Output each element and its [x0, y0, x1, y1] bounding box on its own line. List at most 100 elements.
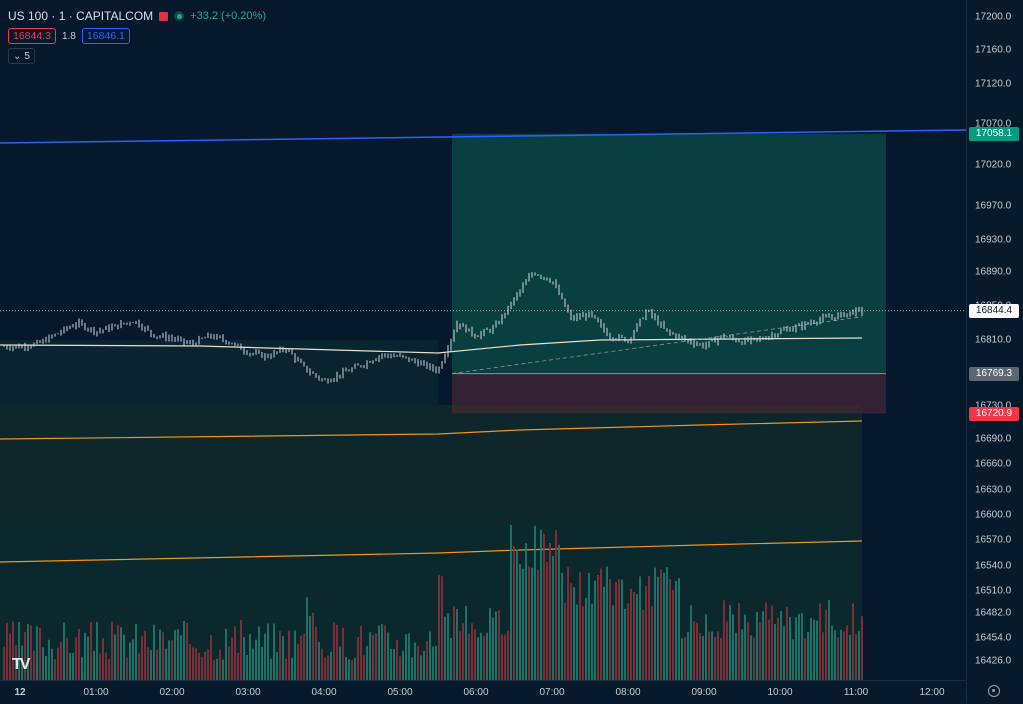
volume-bar: [114, 634, 116, 680]
volume-bar: [363, 655, 365, 680]
volume-bar: [15, 644, 17, 680]
price-tick-label: 17200.0: [975, 11, 1012, 23]
volume-bar: [735, 632, 737, 680]
volume-bar: [795, 617, 797, 680]
volume-bar: [165, 648, 167, 680]
price-tag: 16720.9: [969, 406, 1019, 421]
volume-bar: [720, 637, 722, 680]
volume-bar: [777, 617, 779, 680]
lower-band-line: [0, 540, 863, 563]
volume-bar: [333, 622, 335, 680]
volume-bar: [801, 613, 803, 680]
volume-bar: [219, 649, 221, 680]
price-tag: 17058.1: [969, 126, 1019, 141]
volume-bar: [99, 653, 101, 680]
price-tick-label: 16810.0: [975, 334, 1012, 346]
volume-bar: [411, 657, 413, 680]
volume-bar: [537, 569, 539, 680]
volume-bar: [96, 622, 98, 680]
volume-bar: [126, 657, 128, 680]
chart-canvas[interactable]: US 100 · 1 · CAPITALCOM +33.2 (+0.20%) 1…: [0, 0, 966, 680]
volume-bar: [21, 645, 23, 680]
symbol-title[interactable]: US 100 · 1 · CAPITALCOM: [8, 9, 154, 23]
volume-bar: [213, 659, 215, 680]
volume-bar: [648, 576, 650, 680]
volume-bar: [696, 622, 698, 680]
volume-bar: [45, 655, 47, 680]
gear-icon[interactable]: [988, 685, 1000, 697]
volume-bar: [417, 645, 419, 680]
volume-bar: [402, 650, 404, 680]
time-axis[interactable]: 12 01:00 02:00 03:00 04:00 05:00 06:00 07:00 08:…: [0, 680, 966, 704]
volume-bar: [36, 626, 38, 680]
volume-bar: [687, 631, 689, 680]
volume-bar: [744, 614, 746, 680]
volume-bar: [243, 637, 245, 680]
volume-bar: [438, 574, 440, 680]
volume-bar: [690, 605, 692, 680]
volume-bar: [585, 597, 587, 680]
volume-bar: [531, 567, 533, 680]
volume-bar: [810, 618, 812, 680]
volume-bar: [723, 600, 725, 680]
volume-bar: [729, 605, 731, 680]
volume-bar: [369, 632, 371, 680]
volume-bar: [405, 634, 407, 680]
time-tick-label: 01:00: [83, 687, 109, 698]
volume-bar: [597, 575, 599, 680]
volume-bar: [198, 652, 200, 680]
volume-bar: [255, 639, 257, 680]
buy-price-button[interactable]: 16846.1: [81, 28, 130, 44]
volume-bar: [831, 625, 833, 680]
volume-bar: [396, 639, 398, 680]
volume-bar: [717, 631, 719, 680]
volume-bar: [177, 629, 179, 680]
volume-bar: [510, 525, 512, 680]
volume-bar: [237, 652, 239, 680]
spread-value: 1.8: [61, 30, 76, 42]
time-tick-label: 08:00: [615, 687, 641, 698]
volume-bar: [624, 608, 626, 680]
volume-bar: [186, 623, 188, 680]
price-axis[interactable]: 17200.0 17160.0 17120.0 17070.0 17020.0 16970…: [966, 0, 1023, 703]
volume-bar: [486, 632, 488, 680]
volume-bar: [774, 623, 776, 680]
volume-bar: [780, 610, 782, 680]
volume-bar: [300, 635, 302, 680]
volume-bar: [258, 626, 260, 680]
vwap-band-fill: [0, 340, 438, 405]
price-change: +33.2 (+0.20%): [190, 10, 266, 22]
indicator-count: 5: [24, 50, 30, 62]
volume-bar: [708, 631, 710, 680]
volume-bar: [753, 637, 755, 680]
volume-bar: [18, 621, 20, 680]
sell-price-button[interactable]: 16844.3: [8, 28, 56, 44]
volume-bar: [69, 653, 71, 680]
price-tick-label: 16540.0: [975, 560, 1012, 572]
price-chart-svg[interactable]: [0, 0, 966, 680]
volume-bar: [642, 609, 644, 680]
volume-bar: [192, 647, 194, 680]
volume-bar: [408, 633, 410, 680]
volume-bar: [249, 634, 251, 680]
volume-bar: [702, 635, 704, 680]
volume-bar: [345, 656, 347, 680]
volume-bar: [24, 632, 26, 680]
price-tick-label: 16510.0: [975, 585, 1012, 597]
indicators-toggle-button[interactable]: ⌄ 5: [8, 48, 35, 64]
volume-bar: [570, 583, 572, 680]
volume-bar: [171, 640, 173, 680]
live-status-icon: [174, 11, 185, 21]
volume-bar: [414, 642, 416, 680]
volume-bar: [81, 657, 83, 680]
volume-bar: [144, 630, 146, 680]
volume-bar: [612, 605, 614, 680]
volume-bar: [12, 621, 14, 680]
volume-bar: [93, 650, 95, 680]
volume-bar: [357, 636, 359, 680]
trendline: [0, 129, 966, 144]
price-tick-label: 16970.0: [975, 200, 1012, 212]
tradingview-logo[interactable]: TV: [12, 656, 31, 673]
volume-bar: [273, 623, 275, 680]
volume-bar: [393, 649, 395, 680]
